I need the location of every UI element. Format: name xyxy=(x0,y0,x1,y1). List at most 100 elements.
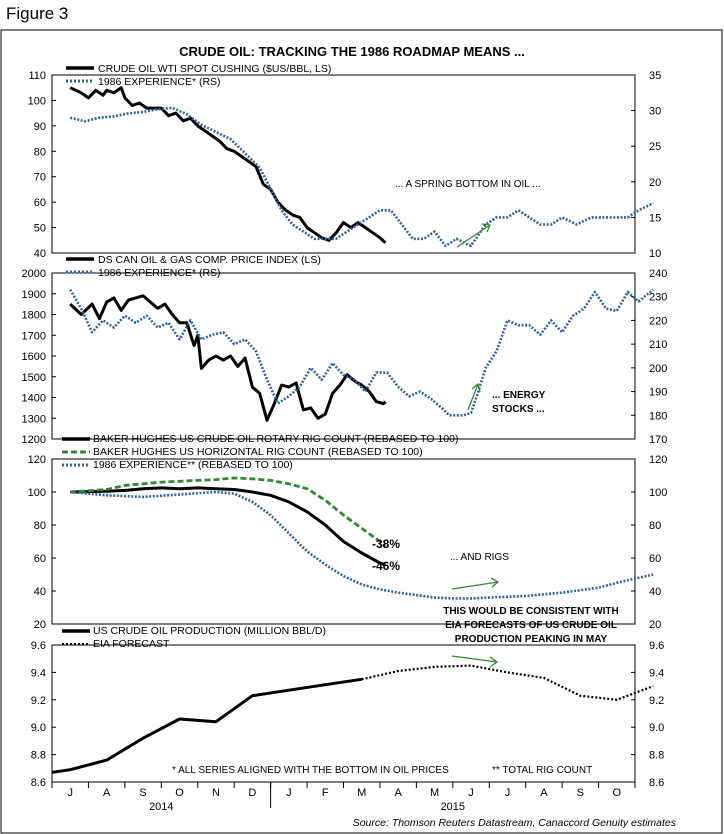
series-line-rig-count-2 xyxy=(70,490,654,600)
series-line-rig-count-1 xyxy=(70,476,387,548)
figure-border xyxy=(0,29,723,834)
annotation-consistent-3: PRODUCTION PEAKING IN MAY xyxy=(455,634,608,645)
ytick-left-label: 9.2 xyxy=(31,695,46,707)
arrow-oil xyxy=(456,223,491,248)
ytick-right-label: 35 xyxy=(649,70,661,82)
ytick-right-label: 60 xyxy=(649,553,661,565)
legend-ds-can-label: DS CAN OIL & GAS COMP. PRICE INDEX (LS) xyxy=(98,254,321,266)
xtick-month-label: A xyxy=(540,787,548,799)
panel-production: 8.6 8.8 9.0 9.2 9.4 9.6 8.6 8.8 9.0 9.2 9.4 9.6 US … xyxy=(31,606,665,789)
annotation-consistent-2: EIA FORECASTS OF US CRUDE OIL xyxy=(445,620,617,631)
ytick-right-label: 9.0 xyxy=(649,722,664,734)
arrow-rigs xyxy=(451,577,500,590)
legend-wti-label: CRUDE OIL WTI SPOT CUSHING ($US/BBL, LS) xyxy=(98,63,331,75)
panel-rig-count-box xyxy=(51,458,636,625)
xtick-month-label: M xyxy=(430,787,439,799)
ytick-left-label: 2000 xyxy=(22,268,46,280)
ytick-left-label: 50 xyxy=(34,223,46,235)
ytick-right-label: 40 xyxy=(649,586,661,598)
xtick-month-label: J xyxy=(67,787,73,799)
panel-crude-oil-box xyxy=(51,74,636,254)
series-line-energy-stocks-0 xyxy=(69,294,387,422)
xtick-month-label: J xyxy=(505,787,511,799)
source-note: Source: Thomson Reuters Datastream, Cana… xyxy=(353,817,677,829)
annotation-and-rigs: ... AND RIGS xyxy=(450,552,509,563)
ytick-right-label: 230 xyxy=(649,292,667,304)
ytick-right-label: 190 xyxy=(649,387,667,399)
ytick-left-label: 1900 xyxy=(22,289,46,301)
annotation-consistent-1: THIS WOULD BE CONSISTENT WITH xyxy=(443,606,619,617)
legend-production-label: US CRUDE OIL PRODUCTION (MILLION BBL/D) xyxy=(93,625,326,637)
ytick-left-label: 40 xyxy=(34,586,46,598)
ytick-left-label: 40 xyxy=(34,248,46,260)
ytick-left-label: 1400 xyxy=(22,393,46,405)
series-line-rig-count-0 xyxy=(70,486,386,567)
ytick-right-label: 170 xyxy=(649,434,667,446)
ytick-left-label: 9.4 xyxy=(31,667,46,679)
legend-1986-stocks-label: 1986 EXPERIENCE* (RS) xyxy=(98,267,221,279)
xtick-month-label: A xyxy=(103,787,111,799)
xtick-month-label: N xyxy=(212,787,220,799)
panel-production-box xyxy=(51,644,636,783)
legend-1986-rigs-label: 1986 EXPERIENCE** (REBASED TO 100) xyxy=(93,459,293,471)
ytick-left-label: 100 xyxy=(28,487,46,499)
footnote-total-rig: ** TOTAL RIG COUNT xyxy=(492,765,592,776)
panel-crude-oil: 40 50 60 70 80 90 100 110 10 15 20 25 30 35 CRUDE OIL… xyxy=(28,63,662,260)
xtick-month-label: F xyxy=(322,787,329,799)
ytick-left-label: 1200 xyxy=(22,434,46,446)
ytick-right-label: 20 xyxy=(649,619,661,631)
ytick-left-label: 60 xyxy=(34,197,46,209)
xtick-month-label: D xyxy=(248,787,256,799)
xtick-month-label: S xyxy=(139,787,146,799)
xtick-month-label: J xyxy=(468,787,474,799)
ytick-right-label: 30 xyxy=(649,106,661,118)
ytick-right-label: 8.8 xyxy=(649,750,664,762)
ytick-right-label: 120 xyxy=(649,454,667,466)
chart-title: CRUDE OIL: TRACKING THE 1986 ROADMAP MEA… xyxy=(179,44,525,59)
ytick-left-label: 1600 xyxy=(22,351,46,363)
xtick-month-label: M xyxy=(357,787,366,799)
series-line-energy-stocks-1 xyxy=(69,288,655,417)
ytick-left-label: 8.6 xyxy=(31,777,46,789)
ytick-left-label: 9.0 xyxy=(31,722,46,734)
xtick-month-label: J xyxy=(286,787,292,799)
ytick-left-label: 1800 xyxy=(22,310,46,322)
ytick-left-label: 8.8 xyxy=(31,750,46,762)
ytick-left-label: 100 xyxy=(28,95,46,107)
ytick-left-label: 1700 xyxy=(22,330,46,342)
ytick-left-label: 9.6 xyxy=(31,640,46,652)
ytick-right-label: 10 xyxy=(649,248,661,260)
legend-rotary-label: BAKER HUGHES US CRUDE OIL ROTARY RIG COU… xyxy=(93,433,458,445)
xtick-year-label: 2014 xyxy=(149,801,173,813)
xtick-month-label: O xyxy=(613,787,622,799)
ytick-right-label: 25 xyxy=(649,141,661,153)
ytick-right-label: 9.4 xyxy=(649,667,664,679)
ytick-right-label: 180 xyxy=(649,410,667,422)
legend-1986-oil-label: 1986 EXPERIENCE* (RS) xyxy=(98,76,221,88)
ytick-right-label: 240 xyxy=(649,268,667,280)
ytick-left-label: 20 xyxy=(34,619,46,631)
ytick-right-label: 9.2 xyxy=(649,695,664,707)
xtick-month-label: O xyxy=(175,787,184,799)
annotation-minus-38: -38% xyxy=(372,537,400,551)
ytick-left-label: 80 xyxy=(34,520,46,532)
ytick-right-label: 8.6 xyxy=(649,777,664,789)
series-line-production-0 xyxy=(51,677,362,774)
series-line-crude-oil-0 xyxy=(69,86,387,244)
figure-label: Figure 3 xyxy=(6,4,69,23)
ytick-right-label: 15 xyxy=(649,212,661,224)
legend-eia-label: EIA FORECAST xyxy=(93,638,170,650)
ytick-left-label: 110 xyxy=(28,70,46,82)
ytick-left-label: 90 xyxy=(34,121,46,133)
xtick-month-label: S xyxy=(577,787,584,799)
ytick-right-label: 20 xyxy=(649,177,661,189)
ytick-left-label: 80 xyxy=(34,146,46,158)
xtick-month-label: A xyxy=(394,787,402,799)
annotation-energy: ... ENERGY xyxy=(492,390,546,401)
arrow-stocks xyxy=(467,382,481,411)
ytick-right-label: 100 xyxy=(649,487,667,499)
ytick-left-label: 70 xyxy=(34,172,46,184)
